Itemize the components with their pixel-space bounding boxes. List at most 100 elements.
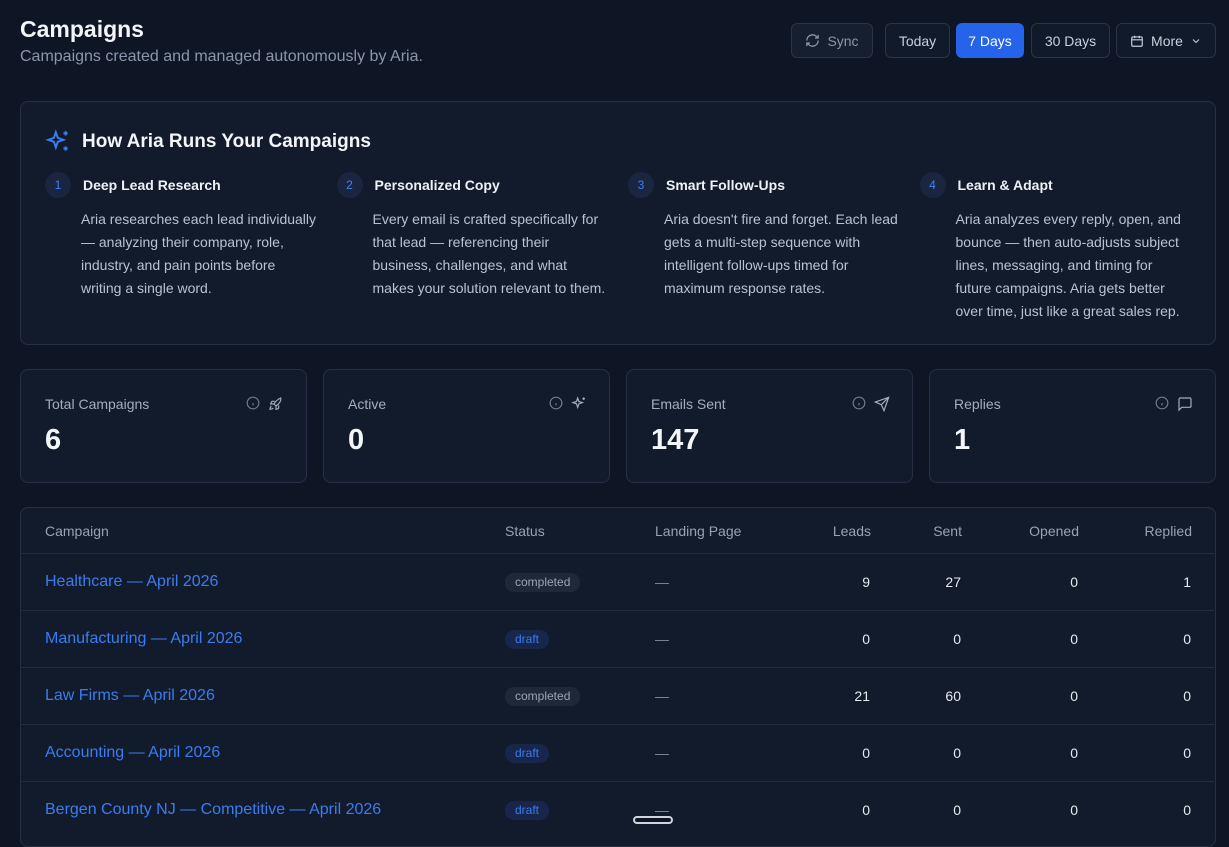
info-icon[interactable] (1155, 396, 1169, 410)
range-button[interactable]: Today (885, 23, 950, 58)
landing-page: — (655, 688, 669, 704)
landing-page: — (655, 574, 669, 590)
step-text: Every email is crafted specifically for … (372, 211, 606, 296)
cell-replied: 0 (1183, 802, 1191, 818)
calendar-icon (1131, 35, 1143, 47)
column-header: Opened (1029, 523, 1079, 539)
range-button[interactable]: 7 Days (956, 23, 1024, 58)
step-text: Aria doesn't fire and forget. Each lead … (664, 211, 898, 296)
sparkle-icon (45, 129, 68, 151)
campaign-link[interactable]: Accounting — April 2026 (45, 744, 221, 761)
stat-card: Emails Sent 147 (626, 369, 913, 483)
stat-value: 147 (651, 424, 700, 456)
cell-sent: 0 (953, 802, 961, 818)
table-row: Manufacturing — April 2026 draft — 0 0 0 0 (21, 610, 1214, 667)
stat-value: 6 (45, 424, 62, 456)
scroll-handle (633, 816, 673, 824)
column-header: Leads (832, 523, 871, 539)
column-header: Landing Page (655, 523, 742, 539)
cell-opened: 0 (1070, 745, 1078, 761)
stat-icons (852, 396, 890, 412)
column-header: Replied (1144, 523, 1192, 539)
sync-label: Sync (827, 32, 859, 49)
cell-opened: 0 (1070, 574, 1078, 590)
column-header: Sent (933, 523, 962, 539)
stat-label: Replies (954, 396, 1001, 412)
stat-icon (269, 397, 282, 411)
step-number: 1 (45, 172, 71, 198)
info-icon[interactable] (549, 396, 563, 410)
cell-replied: 0 (1183, 631, 1191, 647)
cell-sent: 0 (953, 745, 961, 761)
stat-card: Total Campaigns 6 (20, 369, 307, 483)
stat-label: Emails Sent (651, 396, 726, 412)
cell-sent: 60 (945, 688, 961, 704)
step-title: Deep Lead Research (83, 177, 221, 193)
campaign-link[interactable]: Healthcare — April 2026 (45, 573, 219, 590)
info-icon[interactable] (246, 396, 260, 410)
chevron-icon (1192, 38, 1200, 43)
cell-leads: 0 (862, 745, 870, 761)
status-badge: completed (505, 573, 581, 592)
stat-card: Active 0 (323, 369, 610, 483)
step-title: Personalized Copy (374, 177, 500, 193)
stat-label: Active (348, 396, 387, 412)
status-badge: draft (505, 744, 550, 763)
step-title: Learn & Adapt (957, 177, 1053, 193)
stat-icons (549, 396, 587, 412)
step-number: 3 (628, 172, 654, 198)
landing-page: — (655, 631, 669, 647)
cell-leads: 21 (854, 688, 870, 704)
stat-label: Total Campaigns (45, 396, 150, 412)
cell-opened: 0 (1070, 802, 1078, 818)
status-badge: draft (505, 630, 550, 649)
stat-icon (571, 396, 585, 410)
stat-icons (1155, 396, 1193, 412)
table-row: Bergen County NJ — Competitive — April 2… (21, 781, 1214, 838)
landing-page: — (655, 745, 669, 761)
range-label: Today (898, 32, 937, 49)
status-badge: completed (505, 687, 581, 706)
campaign-link[interactable]: Bergen County NJ — Competitive — April 2… (45, 801, 382, 818)
cell-opened: 0 (1070, 631, 1078, 647)
campaign-link[interactable]: Manufacturing — April 2026 (45, 630, 243, 647)
table-row: Law Firms — April 2026 completed — 21 60 0 0 (21, 667, 1214, 724)
cell-leads: 9 (862, 574, 870, 590)
cell-leads: 0 (862, 631, 870, 647)
step-number: 2 (336, 172, 363, 198)
cell-sent: 27 (945, 574, 961, 590)
status-badge: draft (505, 801, 550, 820)
stat-icon (874, 396, 890, 412)
column-header: Status (505, 523, 545, 539)
info-icon[interactable] (852, 396, 866, 410)
step-text: Aria analyzes every reply, open, and bou… (955, 211, 1181, 319)
page-title: Campaigns (20, 16, 144, 42)
range-button[interactable]: 30 Days (1031, 23, 1110, 58)
cell-opened: 0 (1070, 688, 1078, 704)
table-row: Healthcare — April 2026 completed — 9 27 0 1 (21, 553, 1214, 610)
more-label: More (1151, 32, 1183, 49)
landing-page: — (655, 802, 669, 818)
range-label: 7 Days (968, 32, 1012, 49)
table-row: Accounting — April 2026 draft — 0 0 0 0 (21, 724, 1214, 781)
step-number: 4 (919, 172, 946, 198)
column-header: Campaign (45, 523, 109, 539)
cell-sent: 0 (953, 631, 961, 647)
campaign-link[interactable]: Law Firms — April 2026 (45, 687, 215, 704)
step-title: Smart Follow-Ups (666, 177, 786, 193)
page: {"header": {"title": "Campaigns", "subti… (20, 16, 1216, 847)
sync-button[interactable]: Sync (791, 23, 873, 58)
sync-icon (806, 34, 820, 47)
step-text: Aria researches each lead individually —… (81, 211, 317, 296)
cell-leads: 0 (862, 802, 870, 818)
stat-icons (246, 396, 284, 412)
how-title: How Aria Runs Your Campaigns (82, 131, 371, 152)
more-button[interactable]: More (1116, 23, 1216, 58)
cell-replied: 0 (1183, 688, 1191, 704)
how-panel: How Aria Runs Your Campaigns 1 Deep Lead … (20, 101, 1216, 345)
range-label: 30 Days (1044, 32, 1097, 49)
cell-replied: 1 (1183, 574, 1191, 590)
stat-card: Replies 1 (929, 369, 1216, 483)
page-subtitle: Campaigns created and managed autonomous… (20, 48, 423, 65)
campaign-table: Campaign Status Landing Page Leads Sent Opene… (20, 507, 1216, 847)
